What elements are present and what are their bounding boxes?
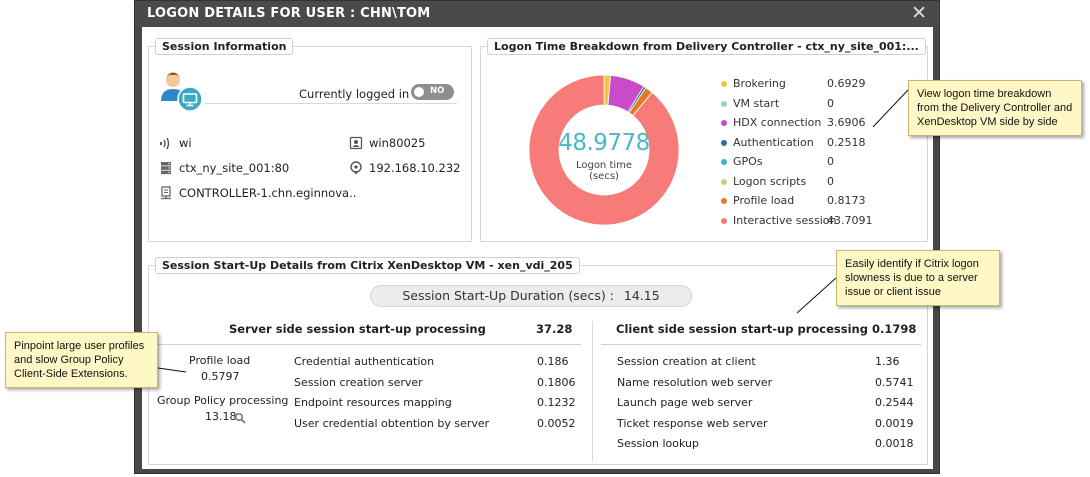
ip-address: 192.168.10.232: [369, 161, 461, 175]
controller-icon: [159, 186, 173, 200]
metric-label: Session creation server: [294, 375, 423, 389]
donut-center: 48.9778 Logon time (secs): [529, 75, 679, 225]
legend-value: 0: [827, 96, 834, 110]
legend-label: Brokering: [733, 77, 786, 90]
legend-label: GPOs: [733, 155, 763, 168]
ip-info: 192.168.10.232: [349, 161, 460, 175]
close-icon[interactable]: ✕: [911, 2, 927, 24]
group-policy-label: Group Policy processing: [157, 394, 289, 407]
machine-name: win80025: [369, 136, 426, 150]
startup-duration-bar: Session Start-Up Duration (secs) : 14.15: [370, 285, 692, 307]
metric-label: Credential authentication: [294, 355, 435, 368]
startup-duration-label: Session Start-Up Duration (secs) :: [402, 288, 614, 303]
divider: [205, 103, 457, 104]
metric-value: 0.186: [537, 355, 569, 368]
legend-value: 0.2518: [827, 135, 866, 149]
legend-value: 0: [827, 155, 834, 168]
machine-info: win80025: [349, 136, 425, 150]
metric-label: Endpoint resources mapping: [294, 396, 452, 409]
session-startup-legend: Session Start-Up Details from Citrix Xen…: [155, 257, 580, 274]
server-side-header: Server side session start-up processing: [229, 322, 486, 336]
callout-slowness: Easily identify if Citrix logon slowness…: [836, 250, 1000, 306]
metric-value: 0.2544: [875, 396, 914, 409]
divider: [601, 344, 921, 345]
metric-label: Launch page web server: [617, 396, 753, 409]
metric-label: User credential obtention by server: [294, 416, 490, 430]
legend-dot: [721, 120, 727, 126]
session-startup-panel: Session Start-Up Details from Citrix Xen…: [148, 257, 928, 465]
metric-value: 0.5741: [875, 375, 914, 389]
startup-duration-value: 14.15: [623, 288, 660, 303]
logged-in-toggle[interactable]: NO: [411, 84, 454, 100]
logon-time-breakdown-panel: Logon Time Breakdown from Delivery Contr…: [480, 38, 928, 242]
client-side-total: 0.1798: [872, 322, 917, 336]
toggle-label: NO: [430, 86, 445, 96]
metric-value: 0.0052: [537, 416, 576, 430]
metric-label: Name resolution web server: [617, 375, 773, 389]
controller-name: CONTROLLER-1.chn.eginnova..: [179, 186, 357, 200]
callout-logon-breakdown: View logon time breakdown from the Deliv…: [908, 80, 1082, 136]
legend-value: 3.6906: [827, 116, 866, 129]
toggle-knob: [414, 87, 424, 97]
currently-logged-in-label: Currently logged in: [299, 87, 410, 101]
legend-dot: [721, 159, 727, 165]
client-side-header: Client side session start-up processing: [616, 322, 868, 336]
user-monitor-icon: [161, 72, 203, 112]
group-policy-value: 13.18: [205, 410, 237, 423]
dialog-content: Session Information Currently logged in …: [142, 27, 933, 469]
logon-time-label: Logon time: [575, 160, 633, 171]
session-information-panel: Session Information Currently logged in …: [148, 38, 472, 242]
logon-breakdown-legend: Logon Time Breakdown from Delivery Contr…: [487, 38, 926, 55]
profile-load-value: 0.5797: [201, 370, 240, 383]
location-pin-icon: [349, 161, 363, 175]
legend-label: Authentication: [733, 135, 814, 149]
legend-dot: [721, 81, 727, 87]
machine-icon: [349, 136, 363, 150]
vertical-divider: [592, 321, 593, 461]
legend-label: Interactive session: [733, 213, 837, 227]
site-info: ctx_ny_site_001:80: [159, 161, 289, 175]
metric-value: 0.1806: [537, 375, 576, 389]
divider: [149, 344, 581, 345]
metric-value: 0.1232: [537, 396, 576, 409]
metric-value: 0.0018: [875, 437, 914, 450]
metric-value: 0.0019: [875, 416, 914, 430]
legend-value: 0.8173: [827, 194, 866, 207]
signal-icon: [159, 136, 173, 150]
dialog-titlebar: LOGON DETAILS FOR USER : CHN\TOM ✕: [135, 1, 939, 27]
profile-load-label: Profile load: [189, 354, 251, 367]
legend-label: Logon scripts: [733, 174, 807, 188]
legend-dot: [721, 100, 727, 107]
client-info: wi: [159, 136, 192, 150]
server-icon: [159, 161, 173, 175]
metric-label: Session creation at client: [617, 355, 756, 368]
legend-dot: [721, 178, 727, 185]
donut-slice-interactive-session[interactable]: [529, 75, 679, 225]
site-name: ctx_ny_site_001:80: [179, 161, 290, 175]
legend-value: 0.6929: [827, 77, 866, 90]
dialog-title: LOGON DETAILS FOR USER : CHN\TOM: [147, 6, 431, 21]
controller-info: CONTROLLER-1.chn.eginnova..: [159, 186, 356, 200]
legend-value: 43.7091: [827, 213, 873, 227]
legend-label: HDX connection: [733, 116, 822, 129]
legend-label: Profile load: [733, 194, 795, 207]
legend-dot: [721, 139, 727, 146]
session-information-legend: Session Information: [155, 38, 294, 55]
callout-profiles: Pinpoint large user profiles and slow Gr…: [5, 332, 158, 388]
legend-value: 0: [827, 174, 834, 188]
logon-time-donut-chart: [529, 75, 679, 225]
client-name: wi: [179, 136, 192, 150]
legend-dot: [721, 217, 727, 224]
metric-value: 1.36: [875, 355, 900, 368]
legend-label: VM start: [733, 96, 780, 110]
logon-details-dialog: LOGON DETAILS FOR USER : CHN\TOM ✕ Sessi…: [134, 0, 940, 474]
legend-dot: [721, 198, 727, 204]
server-side-total: 37.28: [536, 322, 573, 336]
metric-label: Ticket response web server: [617, 416, 768, 430]
logon-time-total: 48.9778: [558, 130, 650, 156]
search-icon[interactable]: [234, 409, 246, 424]
logon-time-unit: (secs): [589, 171, 619, 182]
metric-label: Session lookup: [617, 437, 699, 450]
